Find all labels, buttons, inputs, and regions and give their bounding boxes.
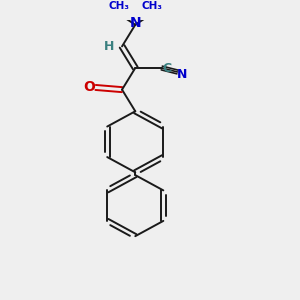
Text: CH₃: CH₃ <box>141 2 162 11</box>
Text: N: N <box>130 16 141 30</box>
Text: CH₃: CH₃ <box>108 2 129 11</box>
Text: N: N <box>177 68 187 81</box>
Text: H: H <box>104 40 115 53</box>
Text: O: O <box>83 80 95 94</box>
Text: C: C <box>162 61 172 74</box>
